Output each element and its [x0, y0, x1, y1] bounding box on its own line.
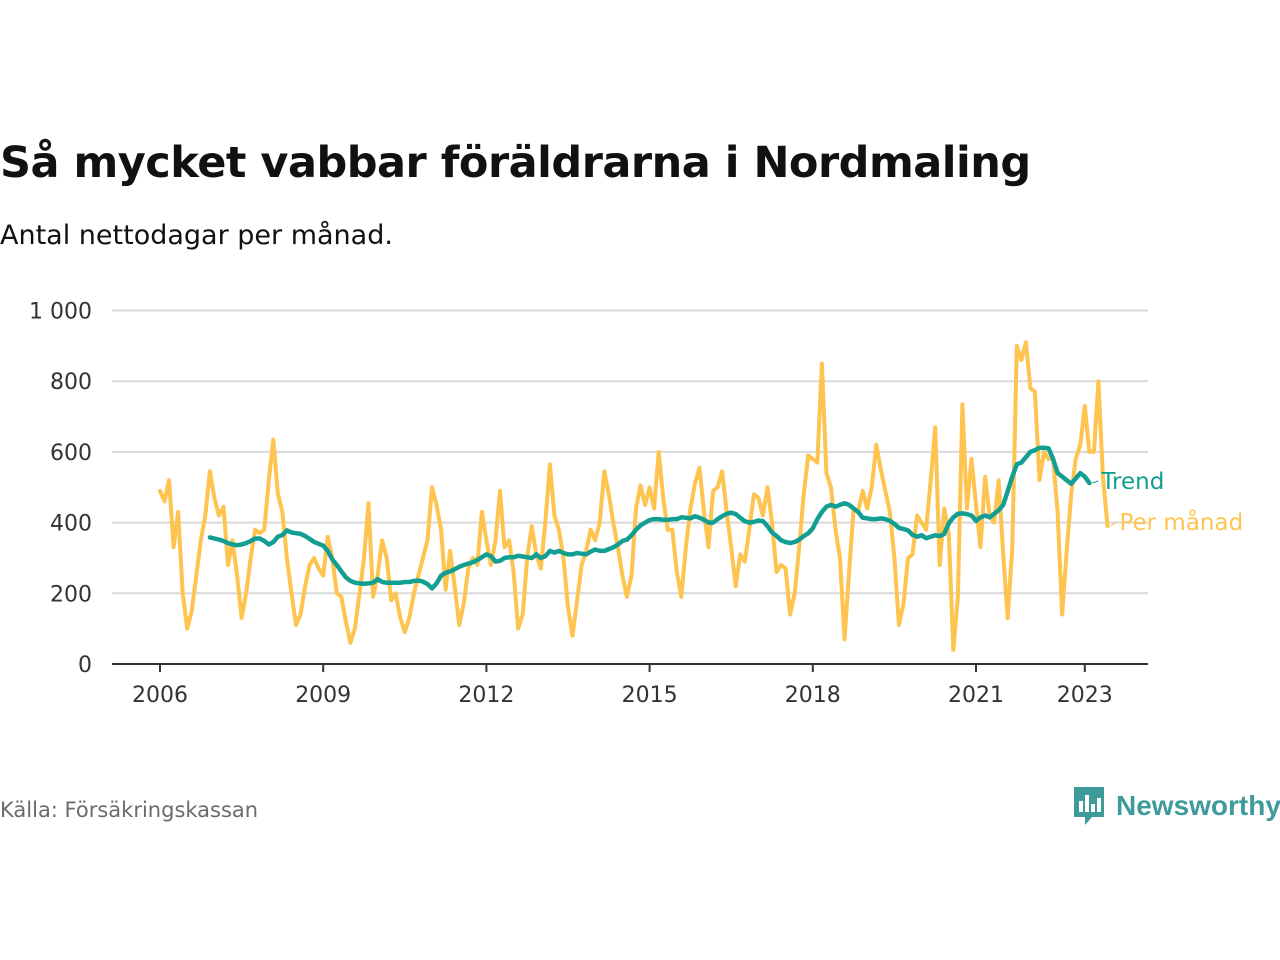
y-tick-label: 0: [78, 653, 92, 678]
y-tick-label: 200: [50, 582, 92, 607]
x-tick-label: 2009: [295, 683, 351, 708]
series-line-trend: [207, 445, 1092, 591]
x-tick-label: 2006: [132, 683, 188, 708]
y-tick-label: 400: [50, 512, 92, 537]
series-labels: Per månad Trend: [1092, 469, 1243, 536]
x-tick-label: 2023: [1057, 683, 1113, 708]
y-tick-label: 600: [50, 441, 92, 466]
series-label-trend: Trend: [1100, 469, 1164, 495]
series-label-connector: [1092, 480, 1099, 484]
series-line-per-manad: [158, 340, 1110, 652]
newsworthy-logo-icon: [1074, 787, 1104, 825]
source-note: Källa: Försäkringskassan: [0, 798, 259, 822]
y-tick-label: 1 000: [29, 300, 92, 325]
brand-name: Newsworthy: [1116, 790, 1280, 821]
series-label-per-manad: Per månad: [1119, 508, 1243, 536]
x-tick-label: 2018: [785, 683, 841, 708]
y-tick-label: 800: [50, 370, 92, 395]
brand-logo[interactable]: Newsworthy: [1072, 784, 1280, 828]
y-axis-ticks: 0 200 400 600 800 1 000: [29, 300, 92, 679]
x-tick-label: 2021: [948, 683, 1004, 708]
x-axis-ticks: 2006 2009 2012 2015 2018 2021 2023: [132, 664, 1113, 708]
series-lines: [158, 340, 1110, 652]
x-tick-label: 2015: [622, 683, 678, 708]
chart-title: Så mycket vabbar föräldrarna i Nordmalin…: [0, 138, 1031, 188]
x-tick-label: 2012: [458, 683, 514, 708]
series-label-connector: [1110, 521, 1117, 527]
chart-subtitle: Antal nettodagar per månad.: [0, 220, 393, 251]
